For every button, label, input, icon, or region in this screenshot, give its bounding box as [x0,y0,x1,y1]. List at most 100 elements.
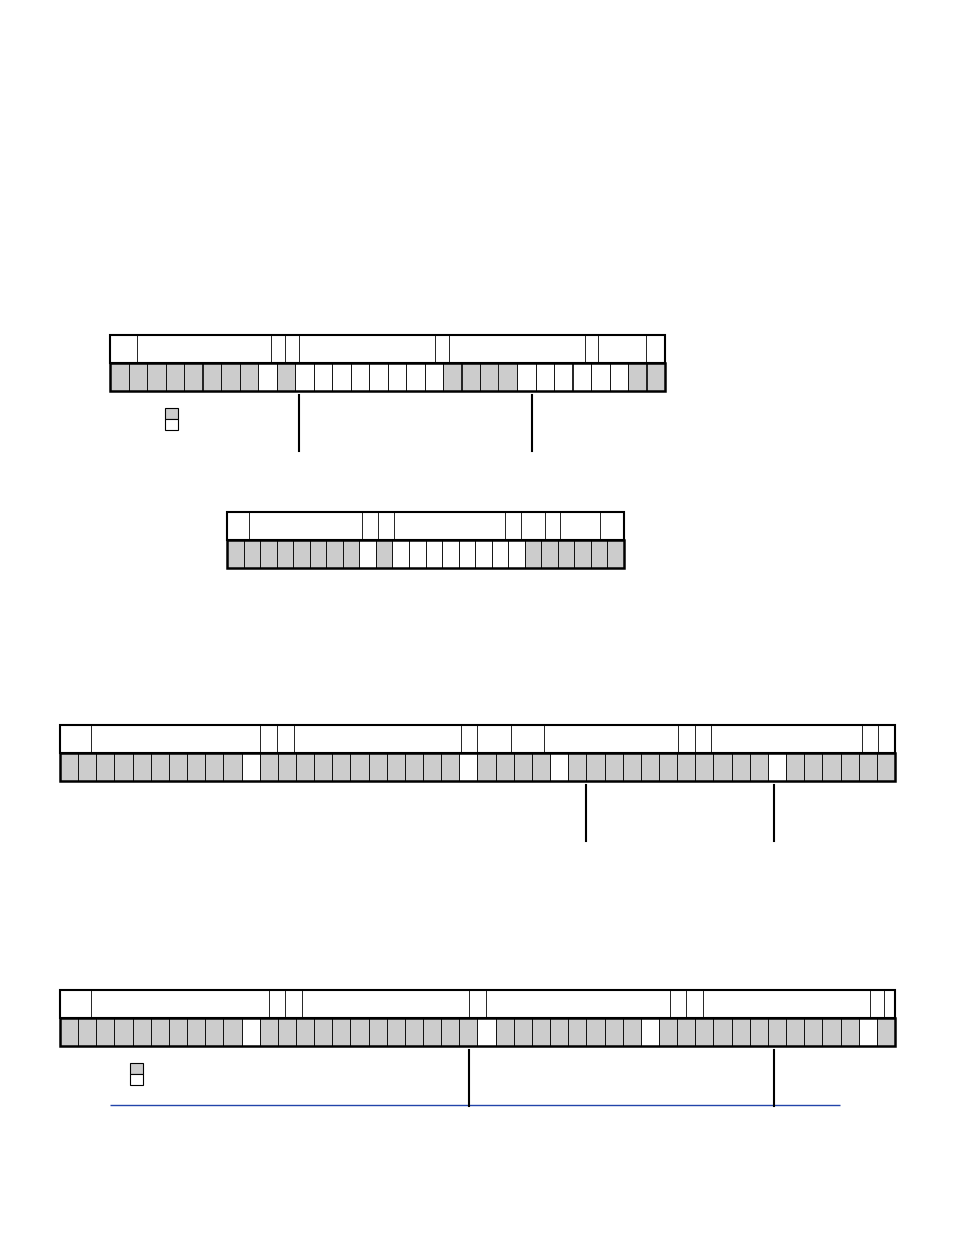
Bar [404,753,422,781]
Bar [205,753,223,781]
Bar [458,1018,477,1046]
Bar [713,1018,731,1046]
Bar [477,753,496,781]
Bar [110,363,129,391]
Bar [532,753,550,781]
Bar [314,753,332,781]
Bar [461,363,479,391]
Bar [586,753,604,781]
Bar [425,540,441,568]
Bar [293,540,310,568]
Bar [441,540,458,568]
Bar [227,513,623,540]
Bar [821,1018,840,1046]
Bar [96,753,114,781]
Bar [479,363,498,391]
Bar [442,363,461,391]
Bar [257,363,276,391]
Bar [110,363,664,391]
Bar [60,725,894,753]
Bar [524,540,540,568]
Bar [114,753,132,781]
Bar [803,1018,821,1046]
Bar [259,1018,277,1046]
Bar [164,419,177,430]
Bar [496,753,514,781]
Bar [359,540,375,568]
Bar [387,363,406,391]
Bar [169,753,187,781]
Bar [368,1018,386,1046]
Bar [404,1018,422,1046]
Bar [514,1018,532,1046]
Bar [60,1018,894,1046]
Bar [604,753,622,781]
Bar [458,753,477,781]
Bar [440,753,458,781]
Bar [876,753,894,781]
Bar [695,753,713,781]
Bar [368,753,386,781]
Bar [514,753,532,781]
Bar [310,540,326,568]
Bar [131,1074,143,1086]
Bar [409,540,425,568]
Bar [129,363,147,391]
Bar [622,753,640,781]
Bar [821,753,840,781]
Bar [294,363,314,391]
Bar [110,335,664,363]
Bar [554,363,572,391]
Bar [540,540,558,568]
Bar [60,1018,78,1046]
Bar [749,1018,767,1046]
Bar [803,753,821,781]
Bar [568,1018,586,1046]
Bar [241,1018,259,1046]
Bar [440,1018,458,1046]
Bar [151,753,169,781]
Bar [187,753,205,781]
Bar [132,753,151,781]
Bar [767,753,785,781]
Bar [572,363,590,391]
Bar [295,753,314,781]
Bar [586,1018,604,1046]
Bar [876,1018,894,1046]
Bar [223,753,241,781]
Bar [241,753,259,781]
Bar [386,753,404,781]
Bar [785,753,803,781]
Bar [424,363,442,391]
Bar [239,363,257,391]
Bar [568,753,586,781]
Bar [314,1018,332,1046]
Bar [78,1018,96,1046]
Bar [147,363,165,391]
Bar [60,990,894,1018]
Bar [386,1018,404,1046]
Bar [640,1018,659,1046]
Bar [491,540,508,568]
Bar [227,540,623,568]
Bar [223,1018,241,1046]
Bar [295,1018,314,1046]
Bar [607,540,623,568]
Bar [532,1018,550,1046]
Bar [590,540,607,568]
Bar [276,540,293,568]
Bar [350,363,369,391]
Bar [169,1018,187,1046]
Bar [622,1018,640,1046]
Bar [858,753,876,781]
Bar [369,363,387,391]
Bar [114,1018,132,1046]
Bar [477,1018,496,1046]
Bar [508,540,524,568]
Bar [767,1018,785,1046]
Bar [609,363,627,391]
Bar [165,363,184,391]
Bar [227,540,243,568]
Bar [151,1018,169,1046]
Bar [350,1018,368,1046]
